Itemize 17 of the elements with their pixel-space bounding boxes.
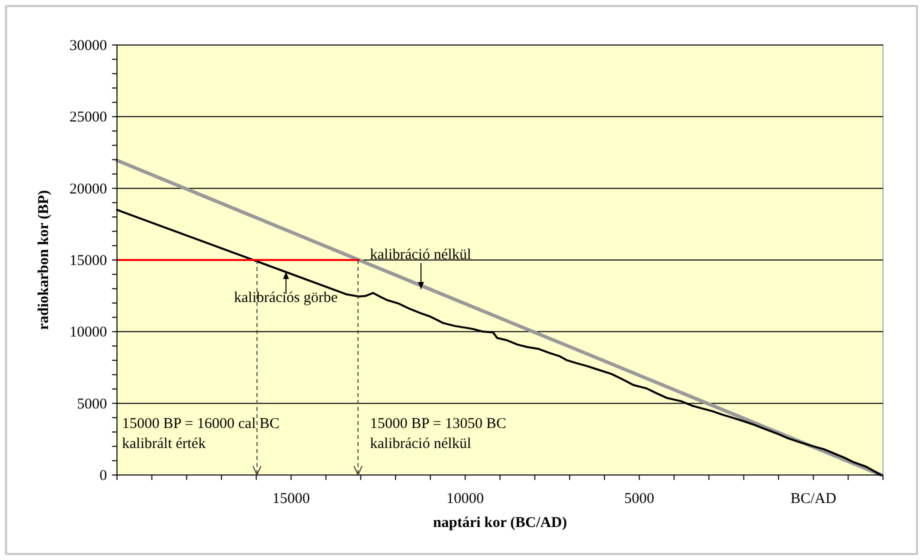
y-tick-label: 10000 (70, 324, 107, 341)
x-tick-label: 10000 (446, 491, 484, 507)
y-axis-title: radiokarbon kor (BP) (36, 190, 52, 330)
annotation: 15000 BP = 16000 cal BC kalibrált érték (122, 416, 280, 452)
y-tick-label: 5000 (77, 396, 107, 412)
annotation: 15000 BP = 13050 BC kalibráció nélkül (370, 416, 506, 452)
y-tick-label: 25000 (70, 110, 107, 126)
x-tick-label: 5000 (624, 491, 654, 507)
x-tick-label: 15000 (272, 491, 310, 507)
y-tick-label: 20000 (70, 181, 107, 198)
y-tick-label: 15000 (70, 253, 107, 269)
annotation: kalibrációs görbe (234, 290, 338, 306)
y-tick-label: 0 (100, 468, 107, 484)
x-axis-title: naptári kor (BC/AD) (433, 515, 567, 531)
x-tick-label: BC/AD (790, 491, 836, 507)
y-tick-label: 30000 (70, 38, 107, 54)
annotation: kalibráció nélkül (370, 247, 472, 263)
